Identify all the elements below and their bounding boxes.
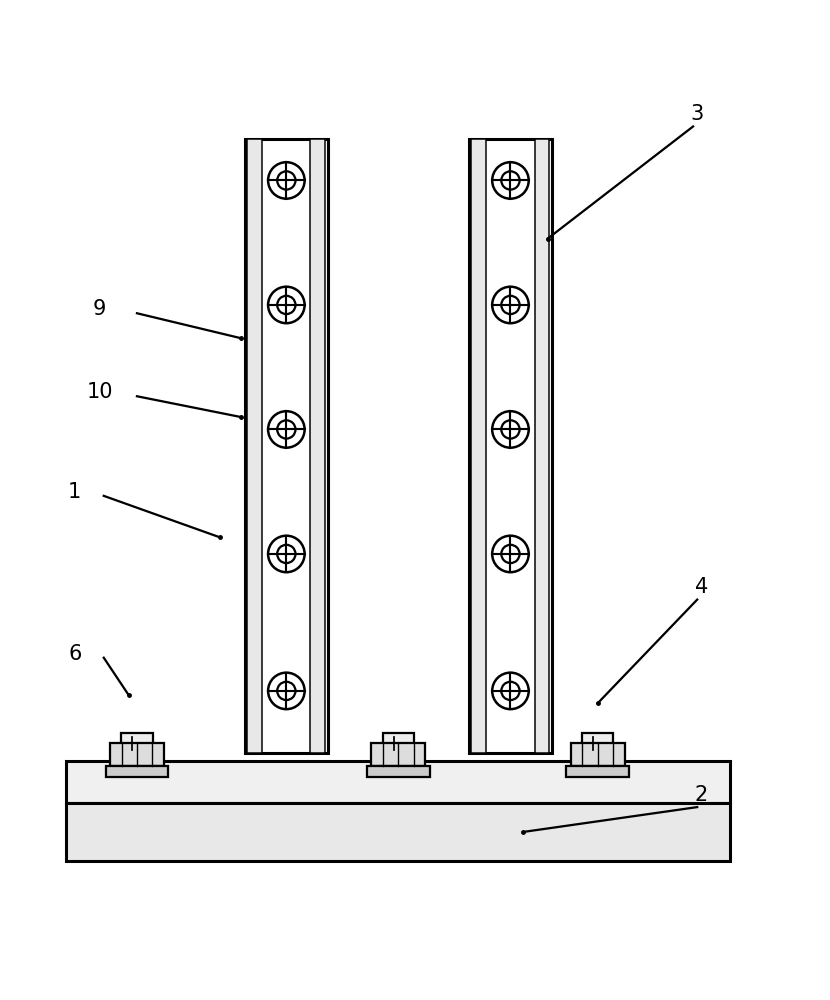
Bar [372,743,425,766]
Text: 10: 10 [86,382,113,402]
Bar [471,139,486,753]
Text: 9: 9 [93,299,106,319]
Text: 2: 2 [695,785,708,805]
Circle shape [268,536,305,572]
Bar [106,766,168,777]
Bar [247,139,262,753]
Circle shape [492,162,529,199]
Circle shape [492,673,529,709]
Circle shape [268,162,305,199]
Circle shape [268,411,305,448]
Bar [367,766,430,777]
Bar [571,743,624,766]
Bar [110,743,164,766]
Text: 1: 1 [68,482,81,502]
Bar [469,139,552,753]
Bar [566,766,629,777]
Bar [383,733,414,751]
Circle shape [268,673,305,709]
Bar [245,139,328,753]
Text: 6: 6 [68,644,81,664]
Bar [310,139,325,753]
Bar [582,733,613,751]
Circle shape [492,411,529,448]
Circle shape [492,536,529,572]
Text: 3: 3 [691,104,704,124]
Bar [121,733,153,751]
Bar [66,803,730,861]
Circle shape [492,287,529,323]
Text: 4: 4 [695,577,708,597]
Bar [535,139,549,753]
Circle shape [268,287,305,323]
Bar [66,761,730,803]
